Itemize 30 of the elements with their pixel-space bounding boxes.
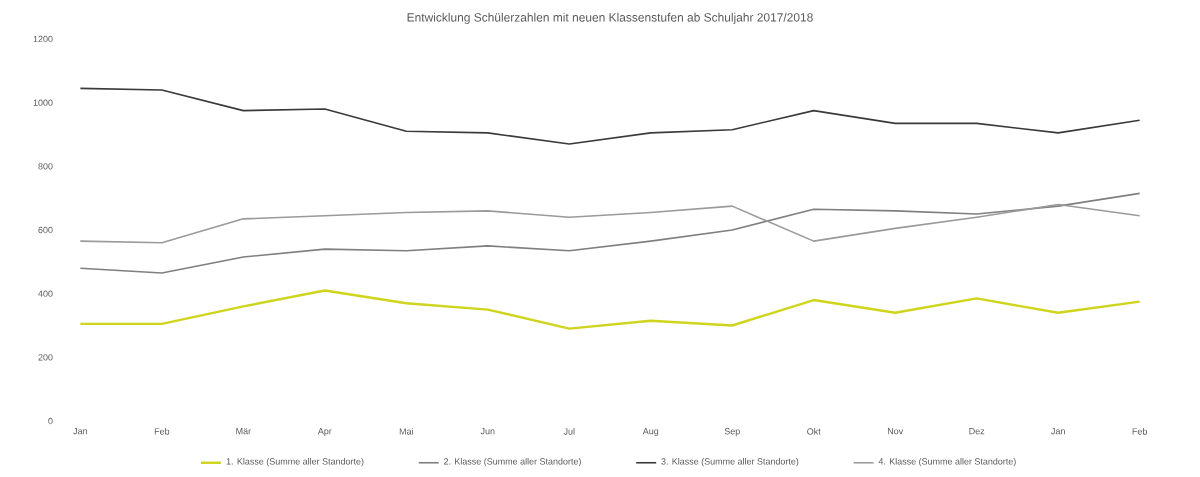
legend-label: 4. Klasse (Summe aller Standorte) bbox=[878, 458, 1016, 467]
x-tick-label: Mai bbox=[399, 428, 413, 435]
legend-label: 2. Klasse (Summe aller Standorte) bbox=[443, 458, 581, 467]
x-tick-label: Feb bbox=[154, 428, 170, 435]
x-tick-label: Apr bbox=[317, 428, 332, 437]
x-tick-label: Nov bbox=[887, 428, 904, 435]
y-tick-label: 800 bbox=[38, 163, 53, 170]
x-tick-label: Sep bbox=[724, 428, 740, 437]
x-tick-label: Mär bbox=[236, 428, 251, 435]
line-series bbox=[79, 203, 1141, 244]
legend-label: 3. Klasse (Summe aller Standorte) bbox=[661, 458, 799, 467]
x-tick-label: Jun bbox=[480, 428, 495, 435]
y-tick-label: 0 bbox=[48, 417, 53, 425]
line-series bbox=[79, 87, 1141, 145]
x-tick-label: Jan bbox=[1051, 428, 1065, 435]
x-tick-label: Jul bbox=[563, 428, 575, 435]
y-tick-label: 400 bbox=[38, 290, 53, 297]
x-tick-label: Dez bbox=[969, 428, 985, 435]
x-tick-label: Jan bbox=[73, 428, 88, 435]
chart-title: Entwicklung Schülerzahlen mit neuen Klassenstufen ab Schuljahr 2017/2018 bbox=[407, 12, 813, 24]
y-tick-label: 200 bbox=[38, 354, 53, 361]
x-tick-label: Feb bbox=[1132, 428, 1148, 435]
y-tick-label: 1200 bbox=[33, 35, 53, 43]
line-series bbox=[79, 289, 1141, 330]
y-tick-label: 600 bbox=[38, 226, 53, 234]
line-series bbox=[79, 192, 1141, 274]
x-tick-label: Aug bbox=[642, 428, 659, 437]
y-tick-label: 1000 bbox=[33, 99, 53, 106]
x-tick-label: Okt bbox=[807, 428, 821, 435]
legend-label: 1. Klasse (Summe aller Standorte) bbox=[226, 458, 364, 467]
